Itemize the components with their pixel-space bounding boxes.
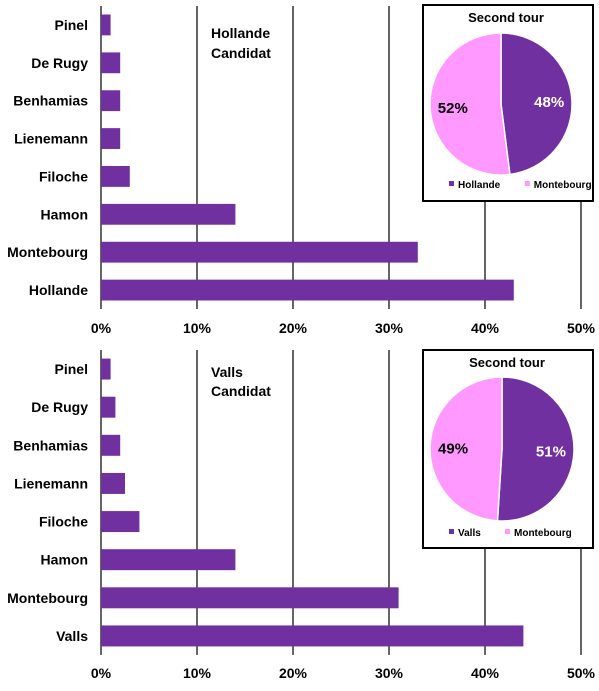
y-category-label: Benhamias	[13, 93, 88, 109]
bar-montebourg	[101, 241, 418, 263]
x-tick-label: 30%	[375, 665, 404, 681]
x-tick-label: 0%	[91, 320, 112, 336]
bar-hollande	[101, 279, 514, 301]
x-tick-label: 50%	[567, 320, 596, 336]
pie-inset-2: Second tour 51% 49% Valls Montebourg	[422, 349, 594, 549]
x-tick-label: 30%	[375, 320, 404, 336]
pie-title: Second tour	[468, 10, 544, 25]
pie-value-label: 52%	[438, 100, 468, 117]
bar-lienemann	[101, 472, 125, 494]
x-tick-label: 50%	[567, 665, 596, 681]
candidate-annotation: Hollande	[211, 25, 270, 41]
x-tick-label: 20%	[279, 320, 308, 336]
legend-swatch	[449, 181, 454, 186]
y-category-label: Hamon	[41, 206, 88, 222]
bar-chart-panel-2: 0% 10% 20% 30% 40% 50% Pinel De Rugy Benhamias Li…	[7, 349, 596, 681]
x-tick-label: 40%	[471, 665, 500, 681]
bar-pinel	[101, 14, 111, 36]
bar-pinel	[101, 358, 111, 380]
bar-hamon	[101, 203, 236, 225]
x-tick-label: 10%	[183, 320, 212, 336]
pie-value-label: 51%	[536, 444, 566, 461]
bar-lienemann	[101, 128, 121, 149]
pie-slice-montebourg	[429, 376, 503, 522]
legend-swatch	[505, 529, 510, 534]
legend-swatch	[449, 529, 454, 534]
y-category-label: De Rugy	[31, 399, 88, 415]
bar-filoche	[101, 511, 140, 533]
pie-title: Second tour	[469, 355, 545, 370]
pie-value-label: 48%	[534, 94, 564, 111]
legend-label: Valls	[458, 528, 481, 539]
bar-benhamias	[101, 90, 121, 112]
bar-chart-panel-1: 0% 10% 20% 30% 40% 50% Pinel De Rugy Benhamias Li…	[7, 4, 596, 336]
pie-inset-1: Second tour 48% 52% Hollande Montebourg	[422, 4, 594, 202]
bar-de-rugy	[101, 52, 121, 74]
pie-value-label: 49%	[438, 440, 468, 457]
y-category-label: Lienemann	[14, 131, 88, 147]
y-category-label: Montebourg	[7, 590, 88, 606]
legend-label: Montebourg	[514, 528, 572, 539]
legend-label: Montebourg	[534, 180, 592, 191]
y-category-label: De Rugy	[31, 55, 88, 71]
y-category-label: Filoche	[39, 514, 88, 530]
x-tick-label: 10%	[183, 665, 212, 681]
y-category-label: Lienemann	[14, 475, 88, 491]
y-category-label: Hollande	[29, 282, 88, 298]
x-tick-label: 20%	[279, 665, 308, 681]
pie-slice-montebourg	[429, 32, 511, 176]
x-tick-label: 40%	[471, 320, 500, 336]
x-tick-label: 0%	[91, 665, 112, 681]
candidate-annotation: Valls	[211, 364, 243, 380]
y-category-label: Pinel	[55, 361, 88, 377]
pie-slice-hollande	[500, 32, 573, 176]
bar-hamon	[101, 549, 236, 571]
bar-filoche	[101, 166, 130, 187]
bar-de-rugy	[101, 396, 116, 418]
y-category-label: Montebourg	[7, 244, 88, 260]
pie-slice-valls	[496, 376, 575, 522]
legend-label: Hollande	[458, 180, 501, 191]
bar-benhamias	[101, 434, 121, 456]
candidate-annotation: Candidat	[211, 45, 271, 61]
bar-montebourg	[101, 587, 399, 609]
bar-valls	[101, 625, 524, 647]
y-category-label: Benhamias	[13, 437, 88, 453]
y-category-label: Valls	[56, 628, 88, 644]
legend-swatch	[524, 181, 530, 186]
y-category-label: Pinel	[55, 17, 88, 33]
y-category-label: Filoche	[39, 168, 88, 184]
y-category-label: Hamon	[41, 552, 88, 568]
candidate-annotation: Candidat	[211, 383, 271, 399]
